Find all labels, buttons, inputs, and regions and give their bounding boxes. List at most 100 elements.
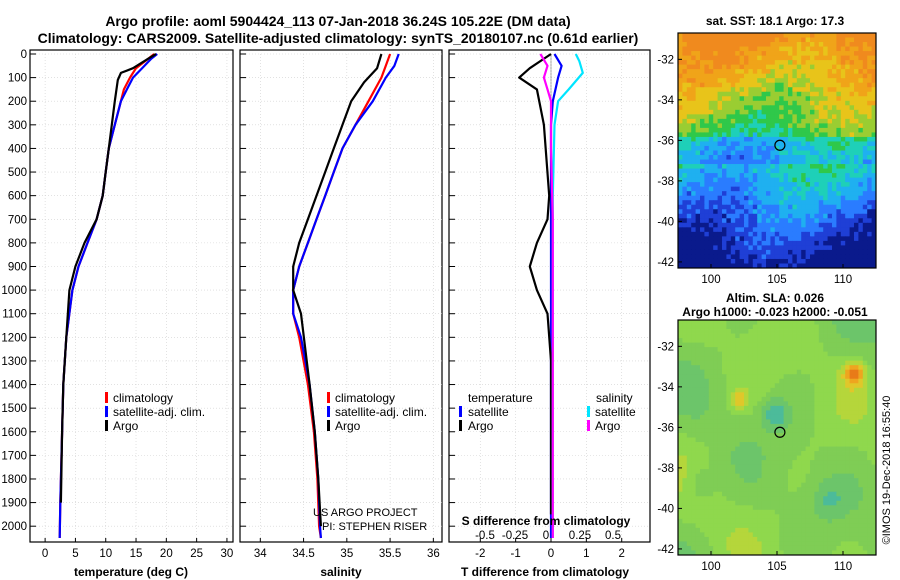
map-cell bbox=[761, 338, 767, 343]
map-cell bbox=[757, 204, 762, 210]
map-cell bbox=[858, 186, 864, 192]
map-cell bbox=[814, 333, 820, 339]
map-cell bbox=[858, 109, 864, 115]
map-cell bbox=[774, 254, 780, 260]
map-cell bbox=[700, 204, 705, 210]
map-cell bbox=[678, 383, 683, 389]
map-cell bbox=[783, 114, 789, 120]
map-cell bbox=[788, 263, 793, 269]
map-cell bbox=[840, 410, 846, 416]
map-cell bbox=[823, 536, 828, 542]
map-cell bbox=[739, 64, 745, 70]
map-cell bbox=[752, 182, 758, 188]
map-cell bbox=[792, 218, 798, 224]
map-cell bbox=[845, 401, 850, 407]
map-cell bbox=[823, 96, 828, 102]
map-cell bbox=[686, 164, 692, 169]
map-cell bbox=[739, 423, 745, 429]
map-cell bbox=[779, 356, 784, 362]
map-cell bbox=[818, 155, 824, 160]
map-cell bbox=[722, 451, 727, 456]
map-cell bbox=[862, 545, 868, 551]
map-cell bbox=[810, 329, 815, 334]
map-cell bbox=[748, 509, 754, 515]
map-cell bbox=[757, 473, 762, 479]
map-cell bbox=[810, 320, 815, 325]
map-cell bbox=[849, 342, 855, 348]
map-cell bbox=[752, 446, 758, 452]
map-cell bbox=[845, 213, 850, 219]
map-cell bbox=[836, 387, 842, 393]
depth-tick-label: 1800 bbox=[1, 474, 27, 486]
map-cell bbox=[871, 141, 877, 147]
map-cell bbox=[858, 396, 864, 402]
map-cell bbox=[854, 60, 859, 66]
map-cell bbox=[770, 231, 776, 237]
map-cell bbox=[722, 55, 727, 61]
map-cell bbox=[840, 87, 846, 93]
map-cell bbox=[704, 478, 710, 484]
map-cell bbox=[748, 523, 754, 529]
map-cell bbox=[704, 437, 710, 443]
map-cell bbox=[757, 333, 762, 339]
map-cell bbox=[792, 186, 798, 192]
map-cell bbox=[840, 240, 846, 246]
map-cell bbox=[682, 446, 688, 452]
map-cell bbox=[739, 231, 745, 237]
map-cell bbox=[867, 33, 872, 38]
map-cell bbox=[810, 383, 815, 389]
map-cell bbox=[766, 487, 771, 493]
map-cell bbox=[858, 42, 864, 47]
map-cell bbox=[744, 473, 749, 479]
map-cell bbox=[713, 333, 718, 339]
map-cell bbox=[779, 150, 784, 156]
map-cell bbox=[827, 114, 833, 120]
map-cell bbox=[810, 141, 815, 147]
map-cell bbox=[717, 514, 723, 520]
map-cell bbox=[836, 455, 842, 461]
map-cell bbox=[708, 191, 714, 197]
map-cell bbox=[796, 500, 802, 506]
map-cell bbox=[792, 78, 798, 84]
map-cell bbox=[744, 324, 749, 330]
map-cell bbox=[836, 374, 842, 380]
map-cell bbox=[682, 351, 688, 357]
map-cell bbox=[757, 46, 762, 52]
map-cell bbox=[713, 401, 718, 407]
map-cell bbox=[722, 324, 727, 330]
map-cell bbox=[757, 245, 762, 251]
map-cell bbox=[854, 78, 859, 84]
map-cell bbox=[682, 392, 688, 398]
map-cell bbox=[827, 541, 833, 547]
map-cell bbox=[748, 464, 754, 470]
map-cell bbox=[766, 428, 771, 434]
map-cell bbox=[682, 118, 688, 124]
map-cell bbox=[858, 532, 864, 538]
map-cell bbox=[867, 545, 872, 551]
map-cell bbox=[823, 254, 828, 260]
map-cell bbox=[810, 514, 815, 520]
map-cell bbox=[862, 496, 868, 502]
map-cell bbox=[832, 100, 837, 106]
map-cell bbox=[836, 356, 842, 362]
map-cell bbox=[717, 141, 723, 147]
map-cell bbox=[678, 218, 683, 224]
map-cell bbox=[695, 114, 701, 120]
map-cell bbox=[739, 123, 745, 129]
map-cell bbox=[832, 505, 837, 511]
map-cell bbox=[748, 514, 754, 520]
map-cell bbox=[739, 532, 745, 538]
map-cell bbox=[867, 51, 872, 56]
map-cell bbox=[700, 132, 705, 138]
map-cell bbox=[836, 60, 842, 66]
map-cell bbox=[752, 168, 758, 174]
map-cell bbox=[845, 78, 850, 84]
map-cell bbox=[770, 60, 776, 66]
map-cell bbox=[823, 369, 828, 375]
map-cell bbox=[726, 96, 732, 102]
map-cell bbox=[744, 536, 749, 542]
map-cell bbox=[801, 532, 806, 538]
map-cell bbox=[717, 387, 723, 393]
map-cell bbox=[704, 96, 710, 102]
map-cell bbox=[796, 249, 802, 255]
